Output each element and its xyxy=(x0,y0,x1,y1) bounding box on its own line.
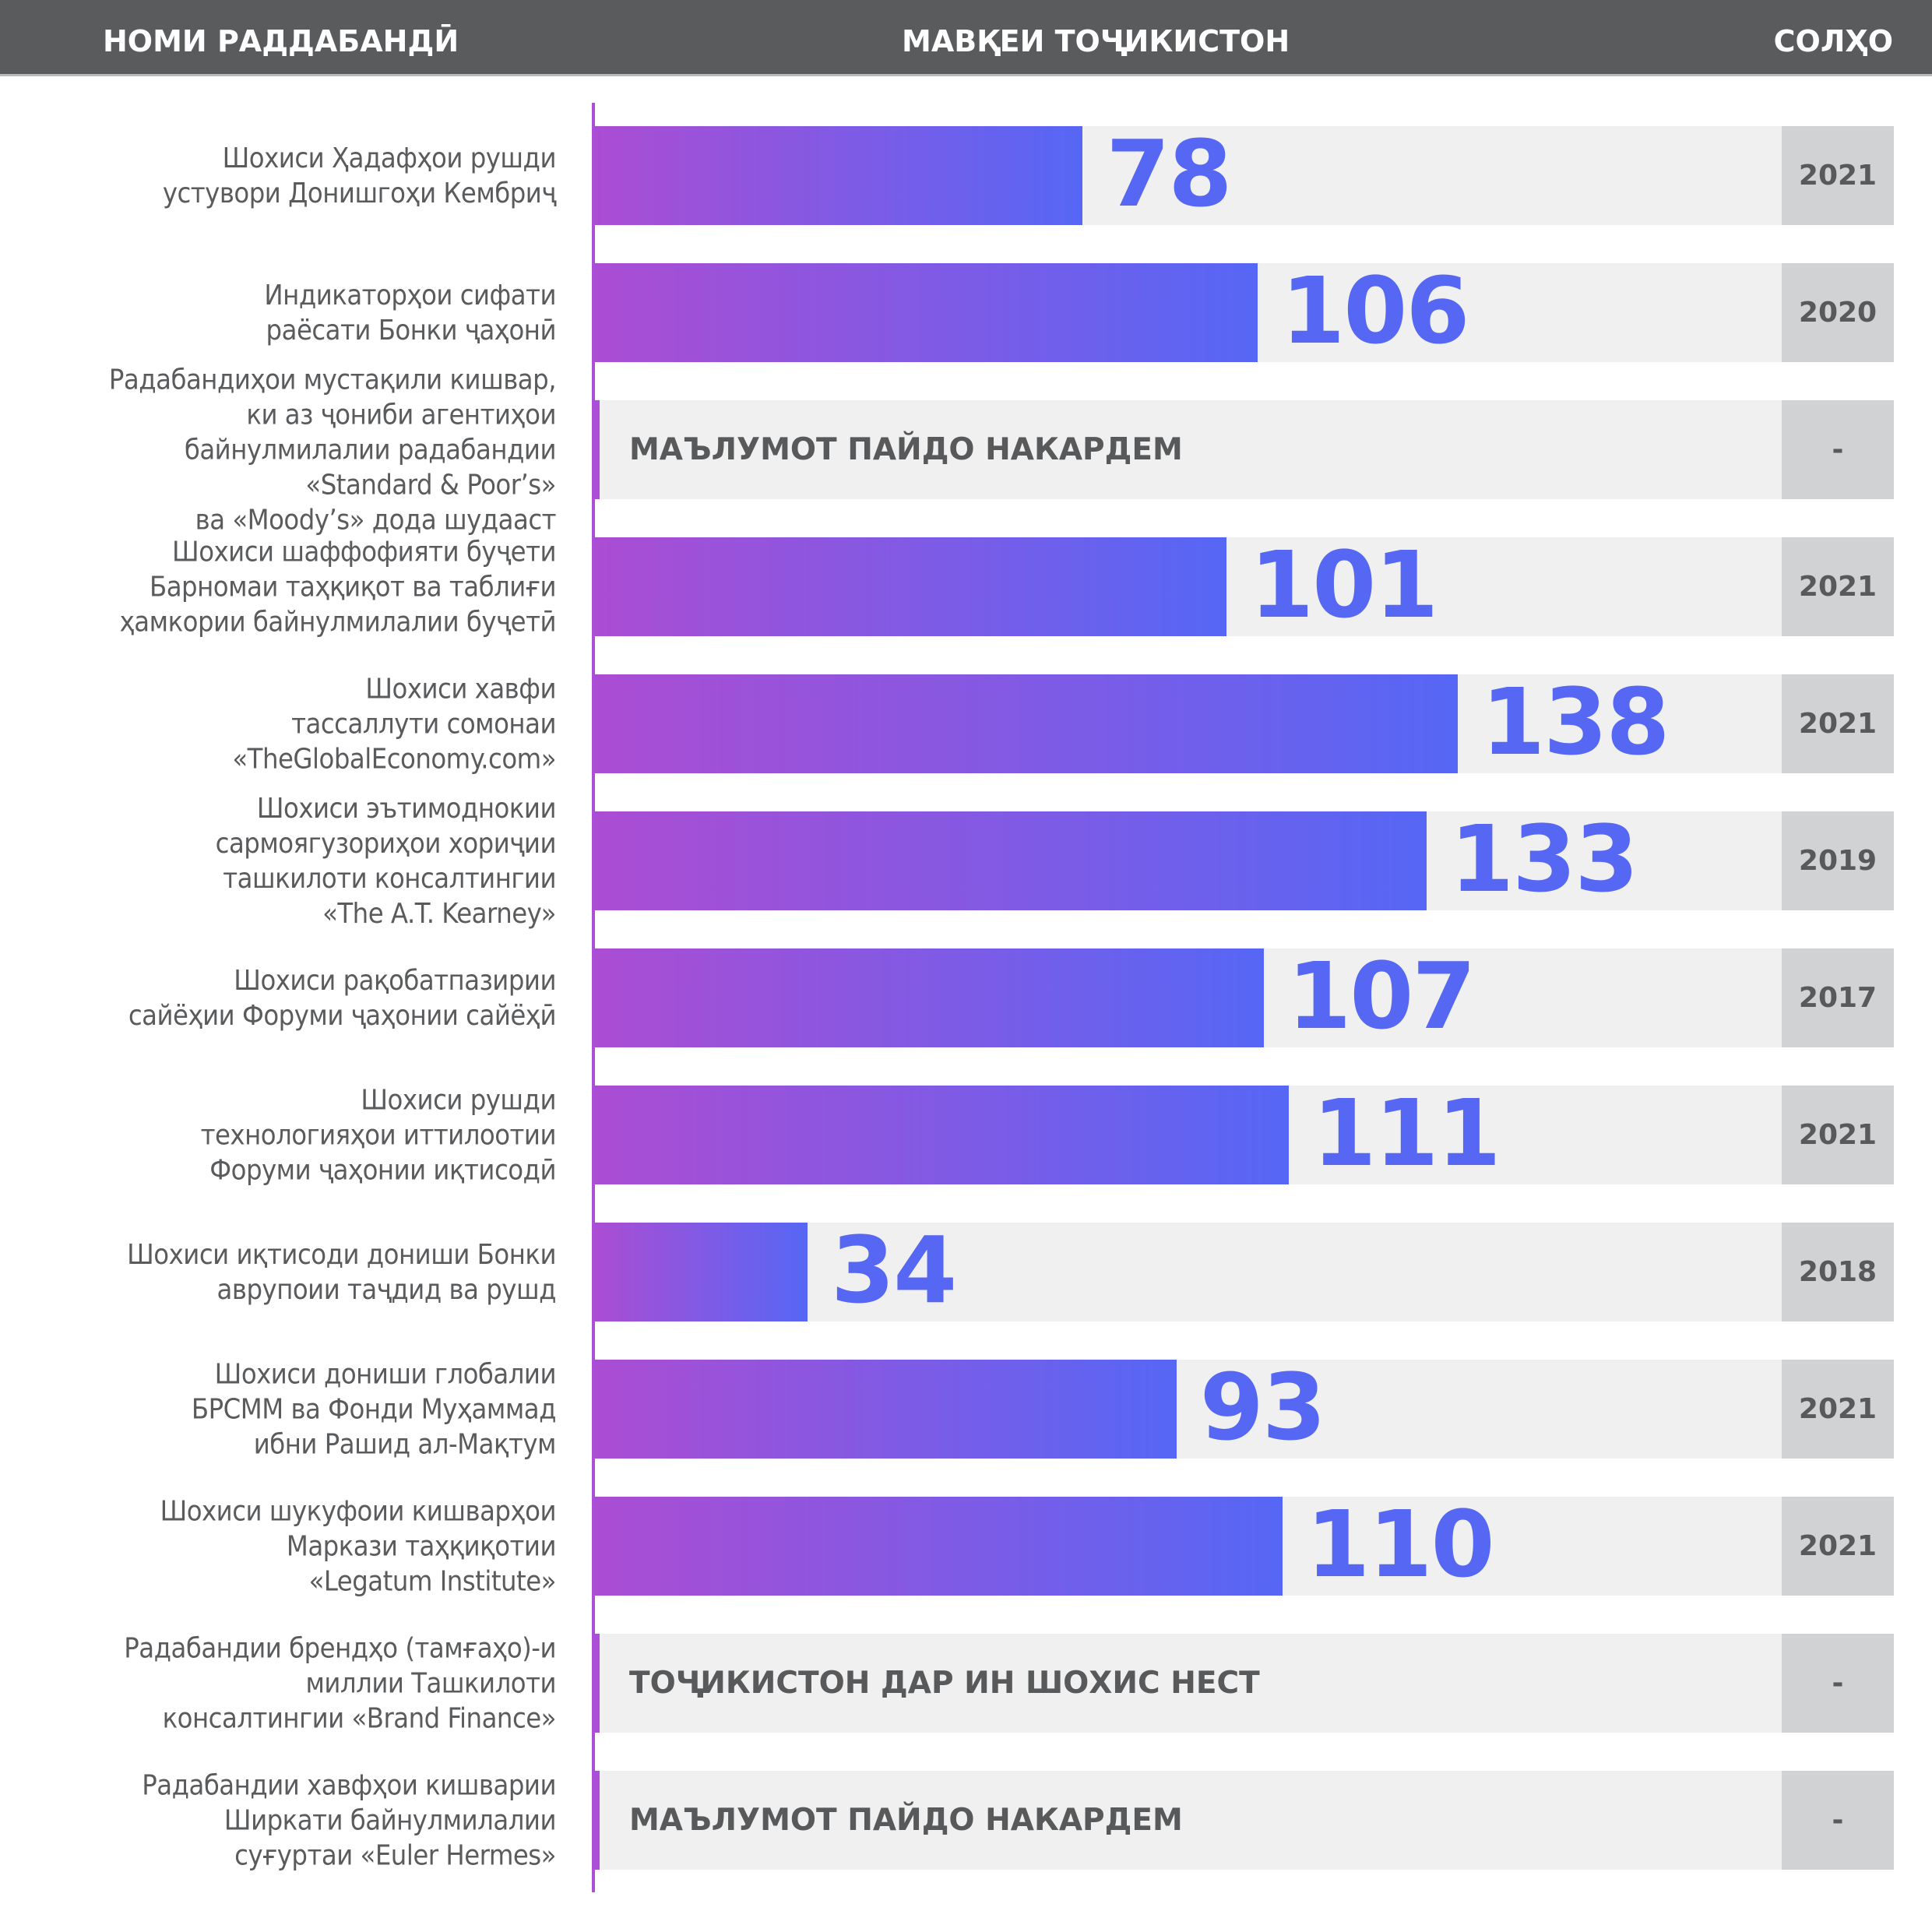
bar-track xyxy=(595,1634,1782,1733)
chart-row: Радабандии брендҳо (тамғаҳо)-и миллии Та… xyxy=(0,1632,1932,1734)
year-cell: 2017 xyxy=(1782,948,1894,1047)
bar-stub xyxy=(595,1634,600,1733)
chart-row: Шохиси дониши глобалии БРСММ ва Фонди Му… xyxy=(0,1353,1932,1461)
value-label: 101 xyxy=(1250,530,1438,639)
value-label: 107 xyxy=(1287,941,1476,1050)
table-header: НОМИ РАДДАБАНДӢ МАВҚЕИ ТОҶИКИСТОН СОЛҲО xyxy=(0,0,1932,76)
bar xyxy=(595,1360,1177,1459)
bar-stub xyxy=(595,400,600,499)
category-label: Шохиси Ҳадафҳои рушди устувори Донишгоҳи… xyxy=(162,142,557,209)
category-label: Шохиси рақобатпазирии сайёҳии Форуми ҷаҳ… xyxy=(128,964,557,1032)
value-label: 138 xyxy=(1481,667,1670,776)
value-label: 34 xyxy=(831,1216,957,1324)
bar-track xyxy=(595,400,1782,499)
year-cell: 2021 xyxy=(1782,1360,1894,1459)
bar xyxy=(595,537,1227,636)
category-label: Радабандии брендҳо (тамғаҳо)-и миллии Та… xyxy=(124,1632,556,1734)
chart-row: Шохиси рушди технологияҳои иттилоотии Фо… xyxy=(0,1079,1932,1187)
category-label: Шохиси хавфи тассаллути сомонаи «TheGlob… xyxy=(232,673,556,775)
value-label: 106 xyxy=(1281,256,1469,364)
chart-row: Индикаторҳои сифати раёсати Бонки ҷаҳонӣ… xyxy=(0,256,1932,364)
chart-row: Шохиси шукуфоии кишварҳои Маркази таҳқиқ… xyxy=(0,1490,1932,1598)
bar xyxy=(595,948,1265,1047)
bar xyxy=(595,126,1083,225)
chart-row: Шохиси иқтисоди дониши Бонки аврупоии та… xyxy=(0,1216,1932,1324)
no-data-note: ТОҶИКИСТОН ДАР ИН ШОХИС НЕСТ xyxy=(629,1665,1260,1701)
header-tajikistan-position: МАВҚЕИ ТОҶИКИСТОН xyxy=(902,24,1290,58)
year-cell: 2021 xyxy=(1782,1497,1894,1596)
bar-track xyxy=(595,1771,1782,1870)
value-label: 110 xyxy=(1306,1490,1494,1598)
chart-row: Шохиси эътимоднокии сармоягузориҳои хори… xyxy=(0,793,1932,930)
bar xyxy=(595,674,1459,773)
year-cell: - xyxy=(1782,1634,1894,1733)
axis-line xyxy=(592,103,595,1892)
year-cell: 2020 xyxy=(1782,263,1894,362)
bar xyxy=(595,1086,1290,1184)
value-label: 133 xyxy=(1449,804,1638,913)
bar-stub xyxy=(595,1771,600,1870)
category-label: Шохиси рушди технологияҳои иттилоотии Фо… xyxy=(200,1084,557,1186)
bar xyxy=(595,1223,808,1321)
no-data-note: МАЪЛУМОТ ПАЙДО НАКАРДЕМ xyxy=(629,431,1183,467)
chart-row: Радабандии хавфҳои кишварии Ширкати байн… xyxy=(0,1769,1932,1871)
year-cell: 2021 xyxy=(1782,537,1894,636)
value-label: 78 xyxy=(1106,119,1232,227)
header-years: СОЛҲО xyxy=(1773,24,1893,58)
year-cell: - xyxy=(1782,400,1894,499)
chart-row: Шохиси рақобатпазирии сайёҳии Форуми ҷаҳ… xyxy=(0,941,1932,1050)
header-ranking-name: НОМИ РАДДАБАНДӢ xyxy=(103,24,459,58)
year-cell: 2018 xyxy=(1782,1223,1894,1321)
no-data-note: МАЪЛУМОТ ПАЙДО НАКАРДЕМ xyxy=(629,1802,1183,1838)
chart-row: Шохиси шаффофияти буҷети Барномаи таҳқиқ… xyxy=(0,530,1932,639)
year-cell: 2019 xyxy=(1782,811,1894,910)
year-cell: 2021 xyxy=(1782,674,1894,773)
category-label: Радабандиҳои мустақили кишвар, ки аз ҷон… xyxy=(108,364,557,536)
year-cell: 2021 xyxy=(1782,1086,1894,1184)
bar xyxy=(595,263,1258,362)
chart-row: Шохиси Ҳадафҳои рушди устувори Донишгоҳи… xyxy=(0,119,1932,227)
bar xyxy=(595,1497,1283,1596)
chart-row: Шохиси хавфи тассаллути сомонаи «TheGlob… xyxy=(0,667,1932,776)
category-label: Шохиси эътимоднокии сармоягузориҳои хори… xyxy=(215,792,557,930)
category-label: Индикаторҳои сифати раёсати Бонки ҷаҳонӣ xyxy=(264,279,556,347)
year-cell: 2021 xyxy=(1782,126,1894,225)
category-label: Шохиси иқтисоди дониши Бонки аврупоии та… xyxy=(127,1238,556,1306)
value-label: 93 xyxy=(1199,1353,1326,1461)
category-label: Шохиси шукуфоии кишварҳои Маркази таҳқиқ… xyxy=(160,1495,557,1597)
bar xyxy=(595,811,1427,910)
chart-row: Радабандиҳои мустақили кишвар, ки аз ҷон… xyxy=(0,364,1932,536)
year-cell: - xyxy=(1782,1771,1894,1870)
value-label: 111 xyxy=(1312,1079,1501,1187)
category-label: Шохиси шаффофияти буҷети Барномаи таҳқиқ… xyxy=(119,536,557,638)
category-label: Радабандии хавфҳои кишварии Ширкати байн… xyxy=(142,1769,556,1871)
category-label: Шохиси дониши глобалии БРСММ ва Фонди Му… xyxy=(191,1358,557,1460)
